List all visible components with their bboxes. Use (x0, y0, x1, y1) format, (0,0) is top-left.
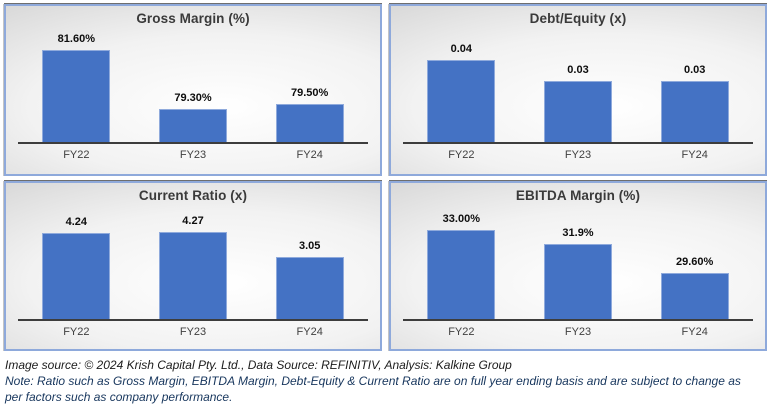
bar (427, 60, 496, 142)
x-tick-label: FY22 (63, 326, 90, 338)
bar-group: 4.24 (18, 216, 135, 319)
bar-group: 3.05 (251, 217, 368, 319)
bar-group: 31.9% (520, 217, 637, 319)
bar-value-label: 29.60% (676, 256, 714, 268)
footer-note-line-1: Note: Ratio such as Gross Margin, EBITDA… (5, 374, 741, 388)
x-tick-label: FY22 (63, 149, 90, 161)
bar-value-label: 81.60% (57, 33, 95, 45)
bar-value-label: 79.50% (291, 87, 329, 99)
bar-group: 33.00% (403, 213, 520, 319)
x-axis-line (403, 142, 753, 144)
chart-panel-gross-margin: Gross Margin (%) 81.60% 79.30% 79.50% FY… (4, 4, 382, 176)
bar-group: 4.27 (135, 215, 252, 319)
bar-value-label: 31.9% (562, 227, 594, 239)
bar-group: 0.03 (520, 40, 637, 142)
charts-grid: Gross Margin (%) 81.60% 79.30% 79.50% FY… (4, 4, 767, 351)
bar (275, 104, 344, 142)
x-axis-line (403, 319, 753, 321)
image-source-line: Image source: © 2024 Krish Capital Pty. … (5, 358, 512, 372)
bar-group: 79.30% (135, 40, 252, 142)
x-tick-label: FY24 (296, 149, 323, 161)
x-axis-ticks: FY22 FY23 FY24 (403, 326, 753, 338)
bar (159, 232, 227, 319)
bar-group: 0.04 (403, 40, 520, 142)
chart-title: Current Ratio (x) (138, 188, 248, 203)
bar-group: 81.60% (18, 33, 135, 142)
chart-panel-debt-equity: Debt/Equity (x) 0.04 0.03 0.03 FY22 FY2 (389, 4, 767, 176)
bar (427, 230, 496, 319)
chart-title: Debt/Equity (x) (529, 11, 627, 26)
chart-panel-ebitda-margin: EBITDA Margin (%) 33.00% 31.9% 29.60% FY… (389, 181, 767, 351)
footer: Image source: © 2024 Krish Capital Pty. … (5, 357, 766, 405)
x-tick-label: FY23 (564, 149, 592, 161)
bar (660, 81, 729, 142)
x-tick-label: FY24 (681, 326, 708, 338)
bar-value-label: 0.03 (683, 64, 706, 76)
chart-title: Gross Margin (%) (136, 11, 250, 26)
footer-note-line-2: per factors such as company performance. (5, 390, 233, 404)
x-axis-line (18, 142, 368, 144)
bar-value-label: 4.24 (65, 216, 88, 228)
plot-area: 81.60% 79.30% 79.50% (18, 33, 368, 142)
bar (544, 244, 612, 319)
bar-value-label: 4.27 (182, 215, 204, 227)
bar (42, 50, 111, 142)
bar-group: 29.60% (636, 217, 753, 319)
chart-title: EBITDA Margin (%) (515, 188, 641, 203)
bar-value-label: 79.30% (174, 92, 212, 104)
bar-value-label: 0.03 (567, 64, 589, 76)
bar-value-label: 0.04 (450, 43, 473, 55)
bar-value-label: 33.00% (442, 213, 480, 225)
plot-area: 4.24 4.27 3.05 (18, 215, 368, 319)
x-axis-ticks: FY22 FY23 FY24 (18, 326, 368, 338)
bar (275, 257, 344, 319)
bar-value-label: 3.05 (298, 240, 321, 252)
bar-group: 79.50% (251, 40, 368, 142)
x-tick-label: FY24 (681, 149, 708, 161)
x-axis-line (18, 319, 368, 321)
bar (159, 109, 227, 142)
x-tick-label: FY22 (448, 149, 475, 161)
bar (544, 81, 612, 142)
x-axis-ticks: FY22 FY23 FY24 (18, 149, 368, 161)
x-tick-label: FY22 (448, 326, 475, 338)
x-tick-label: FY23 (564, 326, 592, 338)
plot-area: 33.00% 31.9% 29.60% (403, 213, 753, 319)
plot-area: 0.04 0.03 0.03 (403, 40, 753, 142)
chart-panel-current-ratio: Current Ratio (x) 4.24 4.27 3.05 FY22 F (4, 181, 382, 351)
bar (660, 273, 729, 319)
bar (42, 233, 111, 319)
x-axis-ticks: FY22 FY23 FY24 (403, 149, 753, 161)
x-tick-label: FY24 (296, 326, 323, 338)
x-tick-label: FY23 (179, 326, 207, 338)
x-tick-label: FY23 (179, 149, 207, 161)
bar-group: 0.03 (636, 40, 753, 142)
